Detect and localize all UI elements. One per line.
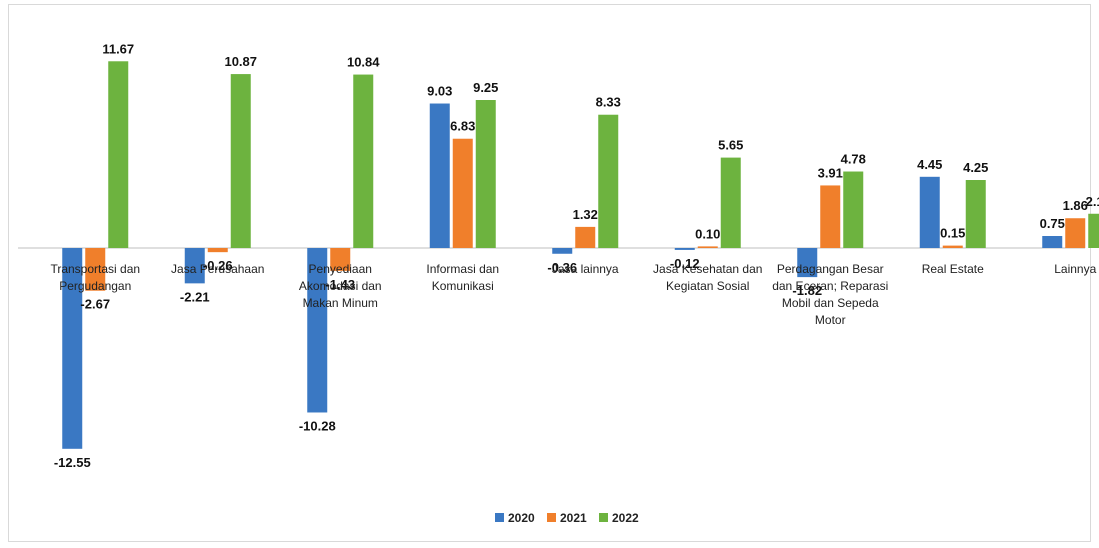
bar-2021-cat5	[575, 226, 596, 248]
bar-2020-cat9	[1042, 236, 1063, 248]
data-label-2022-cat7: 4.78	[841, 152, 866, 167]
category-label-line: Akomodasi dan	[299, 279, 382, 293]
data-label-2021-cat1: -2.67	[80, 297, 110, 312]
bar-2022-cat5	[598, 114, 619, 248]
bar-2020-cat4	[429, 103, 450, 249]
data-label-2020-cat9: 0.75	[1040, 216, 1065, 231]
category-label-9: Lainnya	[1054, 262, 1096, 276]
bar-2020-cat1	[62, 248, 83, 449]
data-label-2022-cat5: 8.33	[596, 95, 621, 110]
category-label-line: Kegiatan Sosial	[666, 279, 749, 293]
bar-2022-cat6	[720, 157, 741, 248]
data-label-2021-cat5: 1.32	[573, 207, 598, 222]
data-label-2021-cat6: 0.10	[695, 226, 720, 241]
data-label-2021-cat9: 1.86	[1063, 198, 1088, 213]
data-label-2022-cat4: 9.25	[473, 80, 498, 95]
bar-2021-cat3	[330, 248, 351, 271]
bar-2022-cat4	[475, 100, 496, 248]
bar-2021-cat4	[452, 138, 473, 248]
category-label-6: Jasa Kesehatan dan Kegiatan Sosial	[653, 262, 762, 293]
bar-2021-cat1	[85, 248, 106, 291]
bar-2021-cat8	[942, 245, 963, 248]
category-label-line: Pergudangan	[59, 279, 131, 293]
data-label-2020-cat5: -0.36	[547, 260, 577, 275]
category-label-1: Transportasi dan Pergudangan	[50, 262, 140, 293]
category-label-line: Jasa Perusahaan	[171, 262, 264, 276]
bar-2020-cat2	[184, 248, 205, 284]
bar-2021-cat2	[207, 248, 228, 253]
data-label-2022-cat2: 10.87	[224, 54, 257, 69]
bar-2020-cat8	[919, 176, 940, 248]
bar-2022-cat8	[965, 180, 986, 248]
legend-label-2022: 2022	[612, 511, 639, 525]
category-label-line: Makan Minum	[303, 296, 378, 310]
category-label-line: Real Estate	[922, 262, 984, 276]
bar-2021-cat6	[697, 246, 718, 248]
category-label-4: Informasi dan Komunikasi	[426, 262, 499, 293]
legend-swatch-2021	[547, 513, 556, 522]
data-label-2021-cat4: 6.83	[450, 119, 475, 134]
category-label-line: Jasa Kesehatan dan	[653, 262, 762, 276]
bar-2020-cat7	[797, 248, 818, 278]
legend-label-2021: 2021	[560, 511, 587, 525]
data-label-2021-cat3: -1.43	[325, 277, 355, 292]
data-label-2020-cat2: -2.21	[180, 289, 210, 304]
category-label-line: Lainnya	[1054, 262, 1096, 276]
bar-2022-cat9	[1088, 213, 1099, 248]
data-label-2022-cat9: 2.14	[1086, 194, 1099, 209]
data-label-2022-cat8: 4.25	[963, 160, 988, 175]
category-label-line: Penyediaan	[309, 262, 372, 276]
bar-2022-cat1	[108, 61, 129, 248]
category-label-line: Jasa lainnya	[552, 262, 619, 276]
category-label-5: Jasa lainnya	[552, 262, 619, 276]
bar-2020-cat6	[674, 248, 695, 250]
data-label-2020-cat4: 9.03	[427, 84, 452, 99]
data-label-2022-cat1: 11.67	[102, 41, 134, 56]
category-label-7: Perdagangan Besar dan Eceran; Reparasi Mob…	[772, 262, 888, 327]
category-label-line: Perdagangan Besar	[777, 262, 884, 276]
data-label-2020-cat7: -1.82	[792, 283, 822, 298]
legend-swatch-2020	[495, 513, 504, 522]
data-label-2022-cat6: 5.65	[718, 138, 743, 153]
category-label-line: Mobil dan Sepeda	[782, 296, 879, 310]
category-label-2: Jasa Perusahaan	[171, 262, 264, 276]
data-label-2021-cat2: -0.26	[203, 258, 233, 273]
bar-2022-cat2	[230, 74, 251, 248]
data-label-2020-cat8: 4.45	[917, 157, 942, 172]
bar-2020-cat3	[307, 248, 328, 413]
category-label-line: dan Eceran; Reparasi	[772, 279, 888, 293]
legend-swatch-2022	[599, 513, 608, 522]
data-label-2020-cat3: -10.28	[299, 418, 336, 433]
bar-2021-cat9	[1065, 218, 1086, 248]
data-label-2021-cat7: 3.91	[818, 165, 843, 180]
legend-label-2020: 2020	[508, 511, 535, 525]
category-label-8: Real Estate	[922, 262, 984, 276]
category-label-line: Komunikasi	[432, 279, 494, 293]
bar-2022-cat3	[353, 74, 374, 248]
category-label-line: Motor	[815, 313, 846, 327]
data-label-2021-cat8: 0.15	[940, 226, 965, 241]
category-label-line: Informasi dan	[426, 262, 499, 276]
data-label-2022-cat3: 10.84	[347, 55, 380, 70]
category-label-3: Penyediaan Akomodasi dan Makan Minum	[299, 262, 382, 310]
bar-2021-cat7	[820, 185, 841, 248]
data-label-2020-cat1: -12.55	[54, 455, 91, 470]
bar-2020-cat5	[552, 248, 573, 254]
bar-2022-cat7	[843, 171, 864, 248]
data-label-2020-cat6: -0.12	[670, 256, 700, 271]
category-label-line: Transportasi dan	[50, 262, 140, 276]
